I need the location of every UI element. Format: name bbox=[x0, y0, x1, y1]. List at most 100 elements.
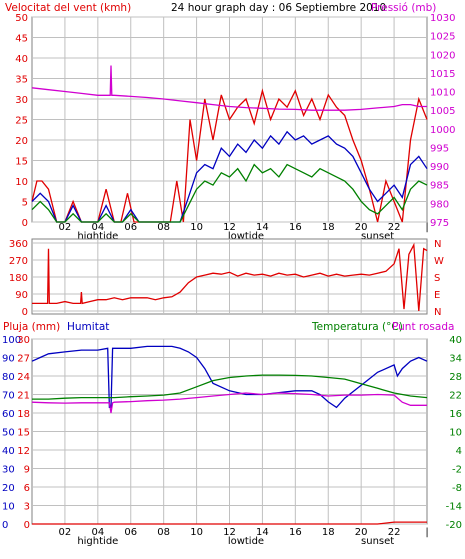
humidity-y-tick: 20 bbox=[2, 483, 15, 494]
rain-y-tick: 6 bbox=[24, 483, 30, 494]
compass-label: E bbox=[434, 290, 440, 301]
rain-y-tick: 9 bbox=[24, 465, 30, 476]
wind-y-tick: 0 bbox=[22, 218, 28, 229]
series-line-green bbox=[31, 163, 428, 223]
x-tick-label: 10 bbox=[190, 527, 203, 538]
x-tick-label: 22 bbox=[388, 222, 401, 233]
rain-y-tick: 0 bbox=[24, 520, 30, 531]
x-tick-label: 20 bbox=[355, 527, 368, 538]
wind-y-tick: 40 bbox=[15, 54, 28, 65]
series-line-magenta bbox=[31, 392, 427, 414]
pressure-y-tick: 985 bbox=[430, 181, 449, 192]
wind-direction-grid bbox=[32, 239, 427, 314]
tide-sun-marker: sunset bbox=[361, 536, 394, 547]
humidity-y-tick: 90 bbox=[2, 354, 15, 365]
direction-y-tick: 90 bbox=[15, 290, 28, 301]
compass-label: W bbox=[434, 256, 444, 267]
rain-y-tick: 21 bbox=[17, 391, 30, 402]
compass-label: S bbox=[434, 273, 440, 284]
wind-direction-series bbox=[32, 242, 428, 312]
series-line-blue bbox=[31, 345, 428, 409]
x-tick-label: 18 bbox=[322, 222, 335, 233]
wind-y-tick: 25 bbox=[15, 116, 28, 127]
humidity-y-tick: 80 bbox=[2, 372, 15, 383]
x-tick-label: 18 bbox=[322, 527, 335, 538]
dew-point-label: Punt rosada bbox=[392, 321, 454, 333]
direction-y-tick: 0 bbox=[22, 307, 28, 318]
wind-y-tick: 20 bbox=[15, 136, 28, 147]
temperature-y-tick: 40 bbox=[449, 335, 462, 346]
temperature-y-tick: -2 bbox=[452, 465, 462, 476]
pressure-y-tick: 1005 bbox=[430, 106, 455, 117]
compass-label: N bbox=[434, 307, 441, 318]
pressure-y-tick: 980 bbox=[430, 199, 449, 210]
tide-sun-marker: lowtide bbox=[228, 231, 264, 242]
wind-speed-label: Velocitat del vent (kmh) bbox=[5, 2, 131, 14]
wind-chart-series bbox=[31, 65, 428, 223]
pressure-label: Pressió (mb) bbox=[371, 2, 436, 14]
x-tick-label: 16 bbox=[289, 222, 302, 233]
x-tick-label: 12 bbox=[223, 527, 236, 538]
wind-y-tick: 45 bbox=[15, 34, 28, 45]
pressure-y-tick: 975 bbox=[430, 218, 449, 229]
direction-y-tick: 360 bbox=[9, 239, 28, 250]
x-tick-label: 20 bbox=[355, 222, 368, 233]
x-tick-label: | bbox=[425, 222, 428, 233]
series-line-red bbox=[32, 521, 427, 525]
tide-sun-marker: sunset bbox=[361, 231, 394, 242]
rain-y-tick: 27 bbox=[17, 354, 30, 365]
x-tick-label: 10 bbox=[190, 222, 203, 233]
humidity-y-tick: 10 bbox=[2, 502, 15, 513]
tide-sun-marker: hightide bbox=[77, 231, 118, 242]
humidity-y-tick: 60 bbox=[2, 409, 15, 420]
temperature-y-tick: -14 bbox=[446, 502, 462, 513]
wind-y-tick: 50 bbox=[15, 13, 28, 24]
x-tick-label: 12 bbox=[223, 222, 236, 233]
temperature-y-tick: 34 bbox=[449, 354, 462, 365]
bottom-chart-grid bbox=[32, 338, 427, 525]
humidity-y-tick: 50 bbox=[2, 428, 15, 439]
rain-y-tick: 3 bbox=[24, 502, 30, 513]
wind-chart-grid bbox=[32, 16, 427, 223]
series-line-red bbox=[32, 242, 428, 312]
rain-y-tick: 18 bbox=[17, 409, 30, 420]
series-line-magenta bbox=[31, 65, 427, 111]
bottom-chart-ticks: 0 10 20 30 40 50 60 70 80 90 100 0 3 6 9 12 15 18 21 24 27 30… bbox=[2, 335, 462, 547]
pressure-y-tick: 990 bbox=[430, 162, 449, 173]
rain-y-tick: 15 bbox=[17, 428, 30, 439]
temperature-y-tick: -20 bbox=[446, 520, 462, 531]
pressure-y-tick: 1015 bbox=[430, 69, 455, 80]
rain-label: Pluja (mm) bbox=[3, 321, 60, 333]
temperature-y-tick: 28 bbox=[449, 372, 462, 383]
x-tick-label: 02 bbox=[59, 527, 72, 538]
x-tick-label: 14 bbox=[256, 527, 269, 538]
graph-title: 24 hour graph day : 06 Septiembre 2010 bbox=[171, 2, 386, 14]
series-line-green bbox=[32, 374, 428, 400]
wind-chart-ticks: 0510152025303540455097598098599099510001… bbox=[15, 13, 455, 242]
temperature-y-tick: 16 bbox=[449, 409, 462, 420]
rain-y-tick: 12 bbox=[17, 446, 30, 457]
x-tick-label: 14 bbox=[256, 222, 269, 233]
wind-y-tick: 5 bbox=[22, 198, 28, 209]
pressure-y-tick: 1010 bbox=[430, 88, 455, 99]
temperature-label: Temperatura (°C) bbox=[311, 321, 403, 333]
temperature-y-tick: 22 bbox=[449, 391, 462, 402]
x-tick-label: 06 bbox=[124, 527, 137, 538]
x-tick-label: | bbox=[425, 527, 428, 538]
rain-y-tick: 24 bbox=[17, 372, 30, 383]
bottom-chart-series bbox=[31, 345, 428, 525]
humidity-y-tick: 70 bbox=[2, 391, 15, 402]
x-tick-label: 16 bbox=[289, 527, 302, 538]
wind-y-tick: 35 bbox=[15, 75, 28, 86]
temperature-y-tick: 4 bbox=[456, 446, 462, 457]
x-tick-label: 22 bbox=[388, 527, 401, 538]
tide-sun-marker: lowtide bbox=[228, 536, 264, 547]
wind-y-tick: 10 bbox=[15, 177, 28, 188]
pressure-y-tick: 1000 bbox=[430, 125, 455, 136]
direction-y-tick: 270 bbox=[9, 256, 28, 267]
temperature-y-tick: 10 bbox=[449, 428, 462, 439]
x-tick-label: 04 bbox=[91, 222, 104, 233]
humidity-y-tick: 30 bbox=[2, 465, 15, 476]
